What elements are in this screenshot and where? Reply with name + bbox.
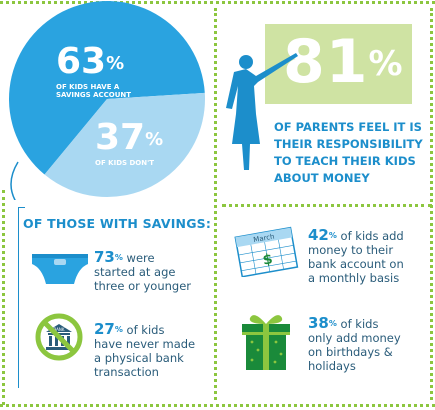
diaper-icon <box>32 254 88 284</box>
pie-label-63: OF KIDS HAVE A SAVINGS ACCOUNT <box>56 83 132 99</box>
top-divider <box>0 1 435 4</box>
stat-73: 73% were started at age three or younger <box>94 248 192 294</box>
no-bank-icon: BANK <box>35 313 83 361</box>
stat-81-percent: 81% <box>283 27 404 97</box>
right-middle-divider <box>222 204 432 207</box>
pie-label-37: OF KIDS DON'T <box>95 159 155 167</box>
pie-connector-line <box>10 161 19 200</box>
parents-statement: OF PARENTS FEEL IT IS THEIR RESPONSIBILI… <box>274 119 434 187</box>
calendar-icon: March $ <box>234 226 299 277</box>
gift-icon <box>242 315 290 370</box>
pie-slice-37 <box>44 92 206 198</box>
stat-42-percent: 42% <box>308 226 337 244</box>
parents-line-3: TO TEACH THEIR KIDS <box>274 154 416 168</box>
parents-line-2: THEIR RESPONSIBILITY <box>274 137 423 151</box>
stat-81-box <box>265 24 412 104</box>
bottom-divider <box>0 404 435 407</box>
svg-text:$: $ <box>262 251 274 268</box>
stat-38-percent: 38% <box>308 314 337 332</box>
pie-slice-63 <box>9 1 205 175</box>
savings-bracket <box>18 207 25 388</box>
svg-text:March: March <box>253 233 275 245</box>
teacher-icon <box>226 53 298 170</box>
savings-heading: OF THOSE WITH SAVINGS: <box>23 216 212 231</box>
left-edge-divider <box>2 190 5 405</box>
stat-38: 38% of kids only add money on birthdays … <box>308 314 401 374</box>
pie-slice-label-37: 37% OF KIDS DON'T <box>95 117 205 168</box>
pie-percent-37: 37% <box>95 117 164 158</box>
savings-pie-chart <box>9 1 206 200</box>
stat-42: 42% of kids add money to their bank acco… <box>308 226 404 286</box>
stat-73-percent: 73% <box>94 248 123 266</box>
stat-27: 27% of kids have never made a physical b… <box>94 320 196 380</box>
pie-slice-label-63: 63% OF KIDS HAVE A SAVINGS ACCOUNT <box>56 41 176 100</box>
center-divider <box>214 8 217 400</box>
stat-27-percent: 27% <box>94 320 123 338</box>
parents-line-4: ABOUT MONEY <box>274 171 370 185</box>
svg-text:BANK: BANK <box>53 327 64 332</box>
pie-percent-63: 63% <box>56 41 125 82</box>
parents-line-1: OF PARENTS FEEL IT IS <box>274 120 422 134</box>
